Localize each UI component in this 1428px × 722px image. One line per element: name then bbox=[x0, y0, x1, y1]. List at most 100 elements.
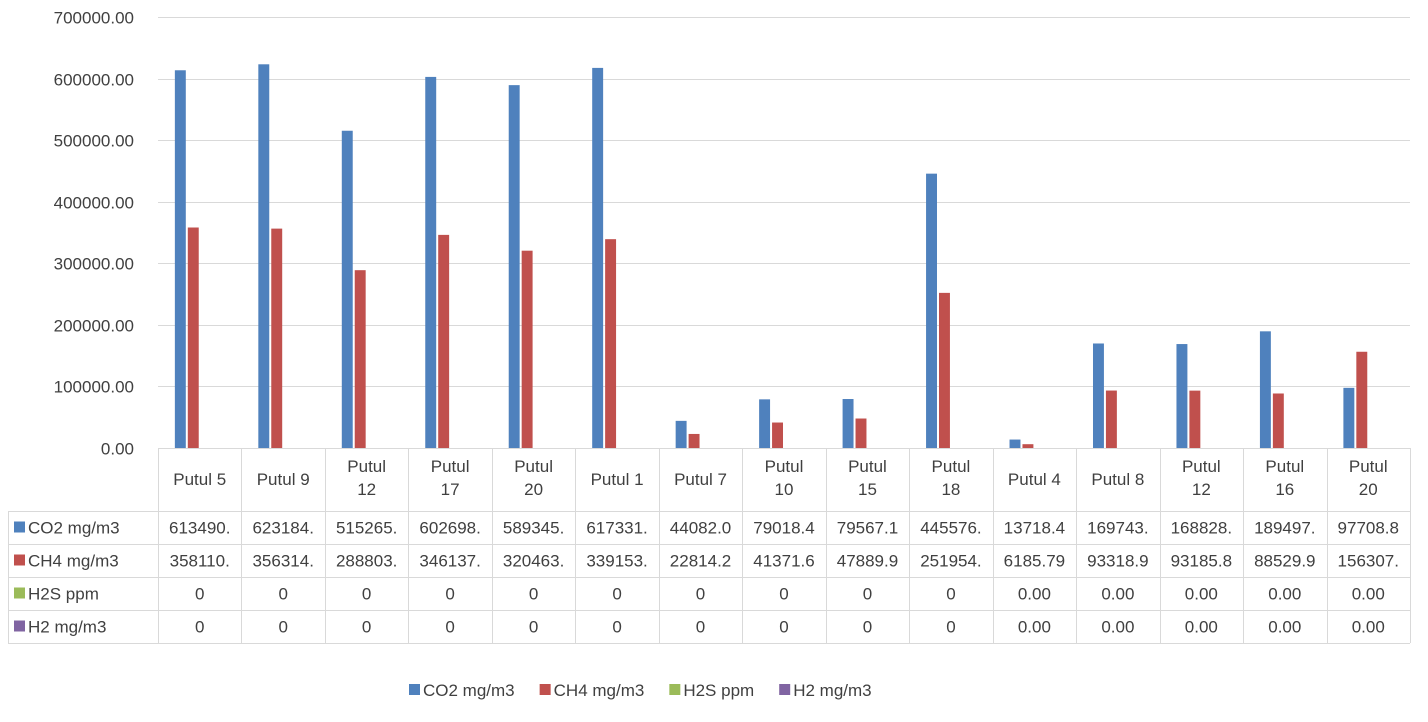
table-cell-value: 0 bbox=[696, 585, 705, 604]
legend-key bbox=[779, 684, 791, 695]
table-cell-value: 0.00 bbox=[1268, 585, 1301, 604]
table-legend-key bbox=[14, 521, 25, 533]
category-label: Putul 1 bbox=[591, 470, 644, 489]
y-tick-label: 600000.00 bbox=[54, 71, 134, 90]
table-cell-value: 13718.4 bbox=[1004, 519, 1065, 538]
table-cell-value: 88529.9 bbox=[1254, 552, 1315, 571]
bar-co2 bbox=[1092, 343, 1104, 448]
table-cell-value: 0 bbox=[946, 585, 955, 604]
table-cell-value: 0 bbox=[195, 585, 204, 604]
table-cell-value: 288803. bbox=[336, 552, 397, 571]
bar-ch4 bbox=[1272, 393, 1284, 448]
table-legend-key bbox=[14, 554, 25, 566]
table-cell-value: 0 bbox=[696, 618, 705, 637]
legend-label: H2 mg/m3 bbox=[793, 681, 871, 700]
legend: CO2 mg/m3 CH4 mg/m3 H2S ppm H2 mg/m3 bbox=[409, 681, 872, 700]
table-cell-value: 0 bbox=[946, 618, 955, 637]
table-cell-value: 0 bbox=[362, 585, 371, 604]
bar-co2 bbox=[592, 67, 604, 448]
bar-co2 bbox=[425, 76, 437, 449]
table-cell-value: 0.00 bbox=[1185, 585, 1218, 604]
table-cell-value: 0 bbox=[445, 585, 454, 604]
category-label: Putul 7 bbox=[674, 470, 727, 489]
category-label: Putul 5 bbox=[173, 470, 226, 489]
legend-label: CO2 mg/m3 bbox=[423, 681, 515, 700]
table-cell-value: 0 bbox=[529, 618, 538, 637]
table-cell-value: 93318.9 bbox=[1087, 552, 1148, 571]
table-cell-value: 0 bbox=[278, 585, 287, 604]
bar-co2 bbox=[508, 85, 520, 448]
table-cell-value: 602698. bbox=[419, 519, 480, 538]
bar-co2 bbox=[341, 130, 353, 449]
table-cell-value: 613490. bbox=[169, 519, 230, 538]
table-cell-value: 0 bbox=[863, 585, 872, 604]
bar-ch4 bbox=[1105, 390, 1117, 448]
table-cell-value: 156307. bbox=[1338, 552, 1399, 571]
table-cell-value: 589345. bbox=[503, 519, 564, 538]
table-cell-value: 0 bbox=[612, 585, 621, 604]
bar-co2 bbox=[1259, 331, 1271, 448]
y-tick-label: 200000.00 bbox=[54, 317, 134, 336]
table-cell-value: 189497. bbox=[1254, 519, 1315, 538]
bar-co2 bbox=[842, 399, 854, 448]
bar-ch4 bbox=[521, 250, 533, 448]
table-cell-value: 617331. bbox=[586, 519, 647, 538]
table-cell-value: 623184. bbox=[252, 519, 313, 538]
table-cell-value: 445576. bbox=[920, 519, 981, 538]
table-series-name: CH4 mg/m3 bbox=[28, 552, 119, 571]
bar-ch4 bbox=[772, 422, 783, 448]
bar-ch4 bbox=[187, 227, 199, 448]
category-label: Putul 17 bbox=[431, 457, 470, 499]
table-series-name: CO2 mg/m3 bbox=[28, 519, 120, 538]
bar-ch4 bbox=[1189, 390, 1201, 448]
y-tick-label: 700000.00 bbox=[54, 9, 134, 28]
table-cell-value: 0.00 bbox=[1268, 618, 1301, 637]
category-label: Putul 10 bbox=[765, 457, 804, 499]
legend-label: CH4 mg/m3 bbox=[554, 681, 645, 700]
table-cell-value: 251954. bbox=[920, 552, 981, 571]
bar-ch4 bbox=[438, 234, 450, 448]
legend-key bbox=[669, 684, 681, 695]
category-label: Putul 16 bbox=[1265, 457, 1304, 499]
data-table: Putul 5 Putul 9 Putul 12 Putul 17 Putul 20 Putul… bbox=[8, 448, 1411, 644]
bar-ch4 bbox=[354, 270, 366, 448]
bar-co2 bbox=[174, 70, 186, 448]
bar-co2 bbox=[926, 173, 937, 448]
category-label: Putul 4 bbox=[1008, 470, 1061, 489]
table-cell-value: 0 bbox=[779, 618, 788, 637]
table-cell-value: 0.00 bbox=[1101, 585, 1134, 604]
category-label: Putul 18 bbox=[932, 457, 971, 499]
table-cell-value: 0.00 bbox=[1185, 618, 1218, 637]
table-cell-value: 0.00 bbox=[1352, 585, 1385, 604]
bar-ch4 bbox=[271, 228, 283, 448]
table-cell-value: 168828. bbox=[1171, 519, 1232, 538]
bar-ch4 bbox=[938, 292, 950, 448]
table-cell-value: 0.00 bbox=[1018, 618, 1051, 637]
bar-ch4 bbox=[855, 418, 867, 448]
grid-lines bbox=[158, 17, 1410, 387]
table-cell-value: 346137. bbox=[419, 552, 480, 571]
table-cell-value: 0 bbox=[529, 585, 538, 604]
category-label: Putul 20 bbox=[1349, 457, 1388, 499]
table-cell-value: 44082.0 bbox=[670, 519, 731, 538]
bar-co2 bbox=[759, 399, 771, 448]
table-cell-value: 358110. bbox=[170, 552, 230, 571]
table-cell-value: 97708.8 bbox=[1338, 519, 1399, 538]
table-cell-value: 79567.1 bbox=[837, 519, 898, 538]
table-cell-value: 79018.4 bbox=[753, 519, 814, 538]
bar-co2 bbox=[258, 64, 270, 449]
table-cell-value: 515265. bbox=[336, 519, 397, 538]
category-label: Putul 9 bbox=[257, 470, 310, 489]
y-axis-tick-labels: 0.00 100000.00 200000.00 300000.00 400000.00… bbox=[54, 9, 134, 459]
table-cell-value: 356314. bbox=[252, 552, 313, 571]
table-cell-value: 0.00 bbox=[1101, 618, 1134, 637]
table-cell-value: 0 bbox=[779, 585, 788, 604]
bar-ch4 bbox=[1022, 444, 1034, 448]
category-label: Putul 15 bbox=[848, 457, 887, 499]
legend-key bbox=[539, 684, 551, 695]
table-series-name: H2 mg/m3 bbox=[28, 618, 106, 637]
table-cell-value: 0.00 bbox=[1018, 585, 1051, 604]
table-cell-value: 0 bbox=[278, 618, 287, 637]
